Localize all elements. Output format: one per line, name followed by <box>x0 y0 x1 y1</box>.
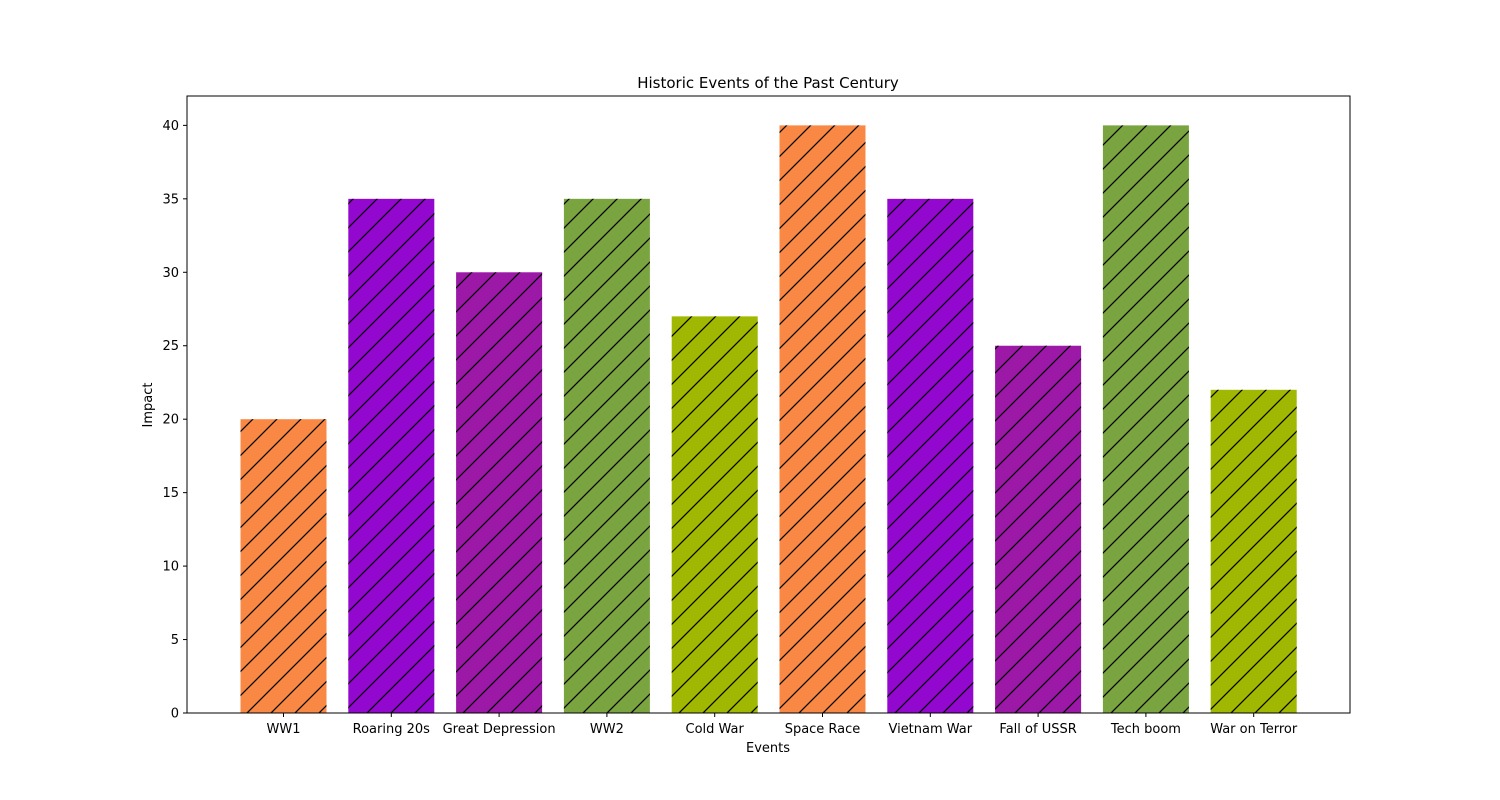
y-tick-label: 10 <box>162 560 179 575</box>
y-tick-label: 30 <box>162 266 179 281</box>
bar-great-depression <box>456 272 543 713</box>
bar-hatch <box>1210 389 1297 713</box>
bar-ww1 <box>240 419 327 713</box>
x-tick-label: War on Terror <box>1210 722 1298 737</box>
chart-title: Historic Events of the Past Century <box>637 74 899 92</box>
x-tick-label: Tech boom <box>1110 722 1181 737</box>
bar-tech-boom <box>1102 125 1189 713</box>
y-tick-label: 5 <box>171 633 179 648</box>
bar-space-race <box>779 125 866 713</box>
bar-hatch <box>348 198 435 714</box>
bar-hatch <box>456 272 543 713</box>
y-axis-label: Impact <box>141 383 156 428</box>
bars-group <box>240 125 1297 714</box>
bar-hatch <box>240 419 327 713</box>
x-tick-label: Fall of USSR <box>999 722 1076 737</box>
bar-roaring-20s <box>348 198 435 714</box>
bar-vietnam-war <box>887 198 974 714</box>
bar-fall-of-ussr <box>995 345 1082 713</box>
bar-hatch <box>887 198 974 714</box>
bar-war-on-terror <box>1210 389 1297 713</box>
bar-hatch <box>671 316 758 713</box>
y-axis-ticks: 0 5 10 15 20 25 30 35 40 <box>162 119 187 722</box>
bar-hatch <box>1102 125 1189 713</box>
x-axis-ticks: WW1 Roaring 20s Great Depression WW2 Cold Wa… <box>267 713 1298 737</box>
x-tick-label: WW1 <box>267 722 301 737</box>
x-tick-label: WW2 <box>590 722 624 737</box>
plot-frame <box>186 95 1351 714</box>
bar-ww2 <box>563 198 650 714</box>
y-tick-label: 15 <box>162 486 179 501</box>
bar-hatch <box>779 125 866 713</box>
x-tick-label: Roaring 20s <box>353 722 430 737</box>
y-tick-label: 40 <box>162 119 179 134</box>
x-axis-label: Events <box>746 741 790 756</box>
y-tick-label: 0 <box>171 707 179 722</box>
y-tick-label: 25 <box>162 339 179 354</box>
x-tick-label: Great Depression <box>443 722 556 737</box>
x-tick-label: Cold War <box>686 722 745 737</box>
x-tick-label: Vietnam War <box>888 722 972 737</box>
y-tick-label: 20 <box>162 413 179 428</box>
bar-cold-war <box>671 316 758 713</box>
x-tick-label: Space Race <box>785 722 861 737</box>
bar-hatch <box>563 198 650 714</box>
bar-hatch <box>995 345 1082 713</box>
y-tick-label: 35 <box>162 192 179 207</box>
